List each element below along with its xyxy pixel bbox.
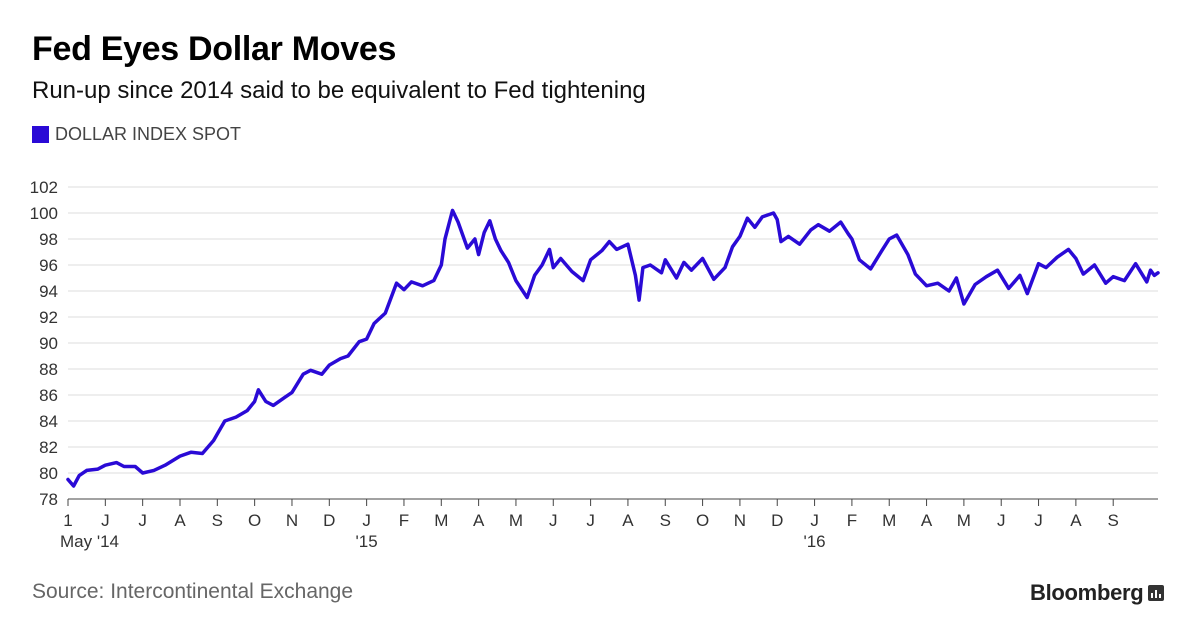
- x-tick-label: M: [882, 511, 896, 530]
- x-tick-label: J: [1034, 511, 1043, 530]
- y-tick-label: 96: [39, 256, 58, 275]
- x-tick-label: J: [101, 511, 110, 530]
- x-tick-label: F: [847, 511, 857, 530]
- brand: Bloomberg: [1030, 580, 1165, 606]
- x-tick-sublabel: '15: [356, 532, 378, 551]
- y-tick-label: 84: [39, 412, 58, 431]
- x-tick-label: A: [473, 511, 485, 530]
- y-tick-label: 98: [39, 230, 58, 249]
- x-tick-label: S: [660, 511, 671, 530]
- x-tick-label: O: [696, 511, 709, 530]
- x-tick-label: A: [622, 511, 634, 530]
- y-tick-label: 94: [39, 282, 58, 301]
- y-tick-label: 92: [39, 308, 58, 327]
- x-tick-label: D: [771, 511, 783, 530]
- y-tick-label: 88: [39, 360, 58, 379]
- x-tick-label: J: [362, 511, 371, 530]
- x-tick-label: M: [509, 511, 523, 530]
- x-tick-sublabel: May '14: [60, 532, 119, 551]
- x-tick-label: J: [997, 511, 1006, 530]
- x-tick-label: N: [286, 511, 298, 530]
- chart-title: Fed Eyes Dollar Moves: [32, 30, 397, 68]
- x-tick-label: A: [921, 511, 933, 530]
- x-tick-label: D: [323, 511, 335, 530]
- x-tick-label: O: [248, 511, 261, 530]
- brand-name: Bloomberg: [1030, 580, 1144, 605]
- x-tick-label: J: [586, 511, 595, 530]
- x-tick-label: M: [957, 511, 971, 530]
- legend-swatch: [32, 126, 49, 143]
- chart-subtitle: Run-up since 2014 said to be equivalent …: [32, 77, 646, 104]
- y-tick-label: 86: [39, 386, 58, 405]
- y-tick-label: 82: [39, 438, 58, 457]
- x-tick-label: J: [810, 511, 819, 530]
- legend: DOLLAR INDEX SPOT: [32, 124, 241, 145]
- x-tick-label: S: [1108, 511, 1119, 530]
- x-tick-label: J: [549, 511, 558, 530]
- source-note: Source: Intercontinental Exchange: [32, 580, 354, 603]
- x-tick-label: M: [434, 511, 448, 530]
- y-tick-label: 102: [30, 178, 58, 197]
- legend-label: DOLLAR INDEX SPOT: [55, 124, 242, 144]
- y-tick-label: 100: [30, 204, 58, 223]
- x-tick-label: J: [138, 511, 147, 530]
- y-tick-label: 90: [39, 334, 58, 353]
- y-tick-label: 78: [39, 490, 58, 509]
- x-tick-label: F: [399, 511, 409, 530]
- x-tick-label: S: [212, 511, 223, 530]
- bloomberg-terminal-icon: [1148, 585, 1165, 601]
- y-tick-label: 80: [39, 464, 58, 483]
- x-tick-label: N: [734, 511, 746, 530]
- x-tick-label: A: [174, 511, 186, 530]
- x-tick-label: A: [1070, 511, 1082, 530]
- x-tick-sublabel: '16: [803, 532, 825, 551]
- x-tick-label: 1: [63, 511, 72, 530]
- series-line-dollar-index: [66, 208, 1160, 488]
